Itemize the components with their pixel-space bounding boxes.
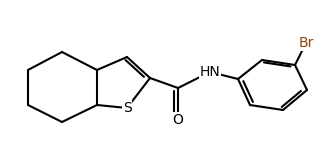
Text: O: O [172, 113, 184, 127]
Text: Br: Br [298, 36, 314, 50]
Text: HN: HN [200, 65, 220, 79]
Text: S: S [123, 101, 131, 115]
